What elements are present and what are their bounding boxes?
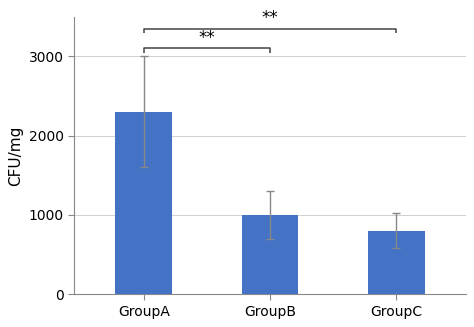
Bar bbox=[368, 231, 425, 294]
Bar bbox=[242, 215, 299, 294]
Text: **: ** bbox=[199, 29, 215, 47]
Y-axis label: CFU/mg: CFU/mg bbox=[9, 125, 23, 186]
Bar bbox=[116, 112, 172, 294]
Text: **: ** bbox=[262, 9, 278, 27]
